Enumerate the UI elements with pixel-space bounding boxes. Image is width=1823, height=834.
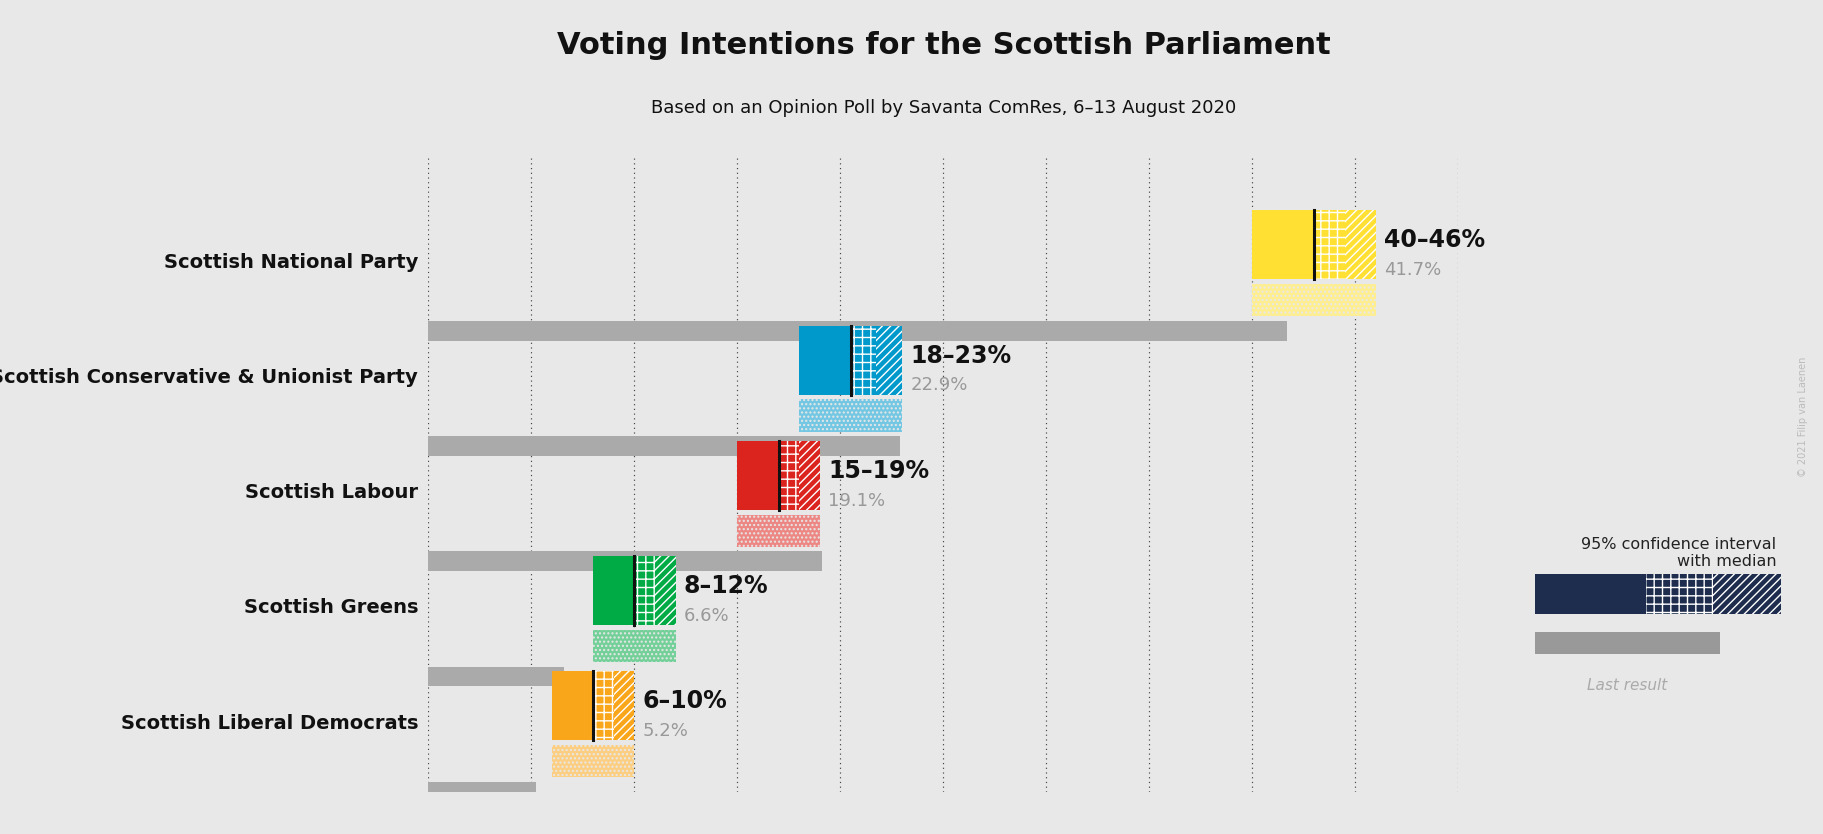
Bar <box>428 666 565 686</box>
Bar <box>552 745 634 777</box>
Bar <box>1345 210 1376 279</box>
Bar <box>851 325 877 394</box>
Text: 95% confidence interval
with median: 95% confidence interval with median <box>1581 536 1776 569</box>
Bar <box>592 671 614 741</box>
Bar <box>428 782 536 801</box>
Bar <box>798 325 851 394</box>
Text: 41.7%: 41.7% <box>1384 261 1442 279</box>
Bar <box>654 556 676 626</box>
Text: 18–23%: 18–23% <box>910 344 1012 368</box>
Bar <box>1252 284 1376 316</box>
Text: Scottish Liberal Democrats: Scottish Liberal Democrats <box>120 714 417 732</box>
Bar <box>736 515 820 547</box>
Bar <box>1314 210 1345 279</box>
Bar <box>1714 575 1781 615</box>
Bar <box>798 399 902 431</box>
Text: 19.1%: 19.1% <box>828 492 886 510</box>
Bar <box>1535 632 1719 655</box>
Bar <box>877 325 902 394</box>
Bar <box>552 671 592 741</box>
Bar <box>798 441 820 510</box>
Bar <box>736 441 778 510</box>
Bar <box>1314 210 1345 279</box>
Bar <box>428 436 901 456</box>
Bar <box>634 556 654 626</box>
Text: 6.6%: 6.6% <box>684 607 729 625</box>
Bar <box>592 630 676 662</box>
Text: Based on an Opinion Poll by Savanta ComRes, 6–13 August 2020: Based on an Opinion Poll by Savanta ComR… <box>651 99 1236 118</box>
Text: Scottish National Party: Scottish National Party <box>164 253 417 272</box>
Bar <box>798 441 820 510</box>
Bar <box>428 321 1287 340</box>
Text: 5.2%: 5.2% <box>644 722 689 741</box>
Bar <box>778 441 798 510</box>
Bar <box>634 556 654 626</box>
Bar <box>654 556 676 626</box>
Text: Scottish Labour: Scottish Labour <box>244 483 417 502</box>
Bar <box>614 671 634 741</box>
Bar <box>851 325 877 394</box>
Bar <box>1646 575 1714 615</box>
Bar <box>798 399 902 431</box>
Text: © 2021 Filip van Laenen: © 2021 Filip van Laenen <box>1799 357 1808 477</box>
Bar <box>877 325 902 394</box>
Text: 40–46%: 40–46% <box>1384 229 1486 252</box>
Bar <box>592 671 614 741</box>
Bar <box>1345 210 1376 279</box>
Text: 8–12%: 8–12% <box>684 574 769 598</box>
Bar <box>1252 284 1376 316</box>
Bar <box>736 515 820 547</box>
Text: 6–10%: 6–10% <box>644 689 727 713</box>
Bar <box>1535 575 1646 615</box>
Bar <box>1252 210 1314 279</box>
Bar <box>428 551 822 571</box>
Bar <box>778 441 798 510</box>
Text: Last result: Last result <box>1588 678 1668 693</box>
Bar <box>592 556 634 626</box>
Text: 15–19%: 15–19% <box>828 459 930 483</box>
Text: Voting Intentions for the Scottish Parliament: Voting Intentions for the Scottish Parli… <box>556 31 1331 60</box>
Bar <box>614 671 634 741</box>
Bar <box>592 630 676 662</box>
Bar <box>552 745 634 777</box>
Text: Scottish Greens: Scottish Greens <box>244 599 417 617</box>
Text: 22.9%: 22.9% <box>910 376 968 394</box>
Text: Scottish Conservative & Unionist Party: Scottish Conservative & Unionist Party <box>0 368 417 387</box>
